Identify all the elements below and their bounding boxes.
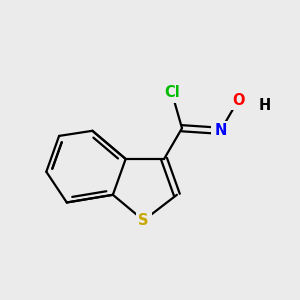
Text: N: N: [214, 123, 226, 138]
Text: H: H: [259, 98, 271, 113]
Text: O: O: [232, 93, 244, 108]
Text: S: S: [138, 213, 149, 228]
Text: Cl: Cl: [164, 85, 180, 100]
